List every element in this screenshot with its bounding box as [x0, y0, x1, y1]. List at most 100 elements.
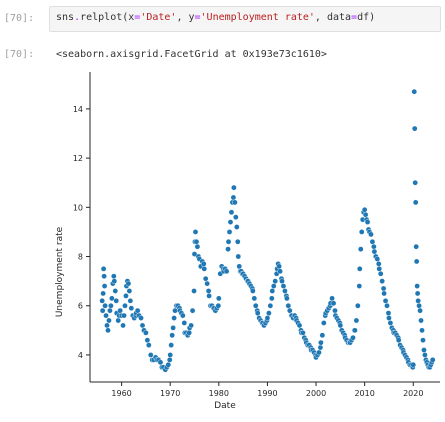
data-point — [411, 125, 418, 132]
data-point — [357, 246, 364, 252]
data-point — [191, 288, 197, 294]
data-point — [157, 359, 164, 366]
data-point — [147, 352, 154, 358]
output-repr: <seaborn.axisgrid.FacetGrid at 0x193e73c… — [56, 49, 327, 60]
data-point — [269, 288, 276, 294]
data-point — [386, 315, 392, 321]
data-point — [429, 357, 436, 363]
y-tick-label: 8 — [78, 253, 83, 262]
data-point — [205, 288, 212, 294]
y-axis-label: Unemployment rate — [55, 226, 65, 317]
data-point — [417, 307, 423, 314]
code-input[interactable]: sns.relplot(x='Date', y='Unemployment ra… — [49, 6, 441, 32]
data-point — [143, 329, 149, 336]
data-point — [103, 312, 109, 319]
data-point — [112, 288, 119, 294]
data-point — [167, 352, 174, 358]
data-point — [316, 349, 322, 356]
data-point — [193, 238, 200, 245]
data-point — [419, 327, 425, 334]
data-point — [264, 315, 271, 321]
data-point — [107, 307, 113, 314]
data-point — [353, 317, 360, 324]
data-point — [170, 325, 176, 331]
data-point — [330, 300, 337, 307]
data-point — [225, 246, 231, 252]
data-point — [113, 298, 120, 304]
data-point — [166, 357, 173, 363]
data-point — [284, 295, 290, 302]
data-point — [415, 298, 421, 304]
data-point — [180, 312, 186, 319]
data-point — [266, 310, 272, 316]
data-point — [225, 238, 232, 245]
code-token: , y — [176, 12, 195, 23]
data-point — [384, 302, 390, 309]
data-point — [226, 229, 233, 235]
data-point — [108, 302, 114, 309]
x-tick-label: 1970 — [160, 389, 180, 398]
data-point — [267, 302, 274, 309]
data-point — [332, 307, 338, 314]
data-point — [356, 283, 363, 289]
code-token: = — [194, 12, 201, 23]
data-point — [355, 302, 361, 309]
data-point — [206, 293, 212, 299]
data-point — [101, 283, 108, 289]
y-tick-label: 12 — [73, 154, 83, 163]
data-point — [122, 302, 128, 309]
y-tick-label: 14 — [73, 105, 83, 114]
data-point — [120, 322, 126, 329]
data-point — [286, 307, 293, 314]
code-token: , data — [314, 12, 352, 23]
x-tick-label: 2000 — [306, 389, 326, 398]
y-tick-label: 6 — [78, 302, 83, 311]
data-point — [138, 315, 144, 321]
data-point — [169, 332, 175, 339]
data-point — [194, 243, 201, 250]
data-point — [204, 280, 210, 287]
data-point — [276, 263, 282, 270]
data-point — [369, 238, 376, 245]
data-point — [382, 298, 389, 304]
data-point — [279, 278, 285, 284]
data-point — [123, 293, 129, 299]
data-point — [422, 352, 428, 358]
input-cell[interactable]: [70]: sns.relplot(x='Date', y='Unemploym… — [0, 6, 445, 34]
data-point — [379, 278, 385, 284]
data-point — [234, 224, 240, 230]
data-point — [413, 243, 419, 250]
data-point — [337, 322, 344, 329]
data-point — [236, 263, 243, 270]
data-point — [192, 229, 199, 235]
y-tick-label: 10 — [73, 203, 83, 212]
data-point — [251, 295, 258, 302]
data-point — [100, 266, 107, 272]
data-point — [270, 283, 277, 289]
data-point — [139, 322, 146, 329]
data-point — [105, 327, 111, 334]
data-point — [319, 332, 326, 339]
data-point — [227, 219, 234, 225]
data-point — [146, 342, 152, 348]
data-point — [104, 322, 110, 329]
x-axis-label: Date — [214, 401, 236, 411]
data-point — [144, 337, 151, 343]
x-tick-label: 1990 — [257, 389, 277, 398]
data-point — [216, 295, 222, 302]
data-point — [232, 199, 238, 206]
data-point — [201, 266, 208, 272]
data-point — [375, 261, 382, 267]
data-point — [377, 270, 384, 277]
data-point — [228, 209, 235, 216]
code-token: = — [351, 12, 358, 23]
data-point — [329, 295, 335, 302]
data-point — [115, 317, 121, 324]
data-point — [411, 88, 418, 95]
data-point — [421, 347, 427, 353]
data-point — [356, 266, 363, 272]
code-token: 'Unemployment rate' — [200, 12, 315, 23]
data-point — [318, 339, 324, 346]
data-point — [181, 320, 188, 326]
data-point — [102, 302, 108, 309]
